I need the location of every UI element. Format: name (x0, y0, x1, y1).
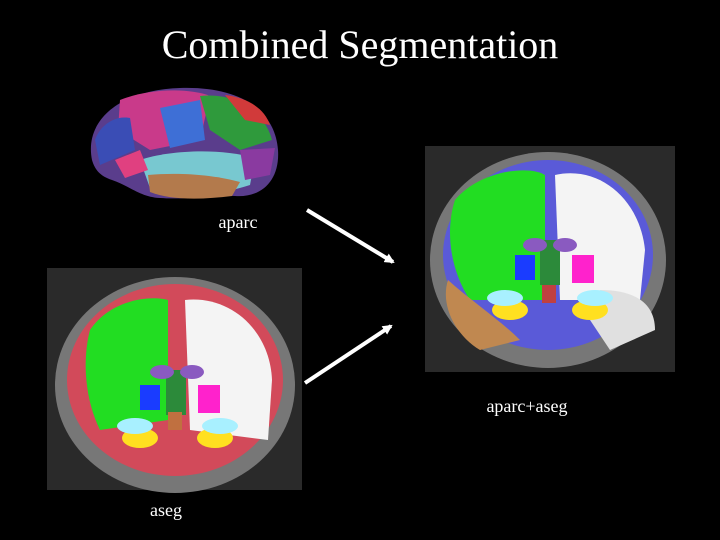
slide-title: Combined Segmentation (162, 22, 559, 67)
arrow (303, 324, 393, 385)
arrow (305, 208, 395, 264)
aseg-label: aseg (150, 500, 182, 520)
aseg-image (47, 268, 302, 493)
cortex-image (90, 87, 279, 199)
combined-label: aparc+aseg (486, 396, 567, 416)
combined-image (425, 146, 675, 372)
aparc-label: aparc (219, 212, 258, 232)
